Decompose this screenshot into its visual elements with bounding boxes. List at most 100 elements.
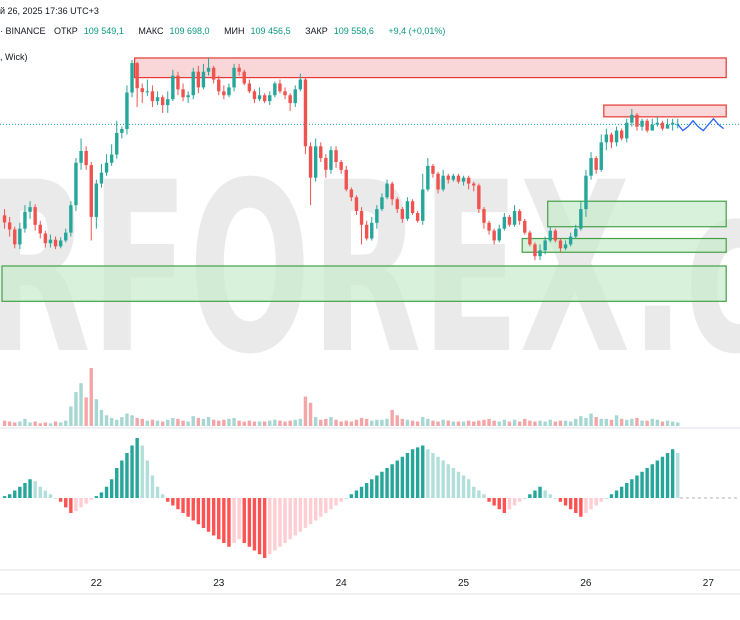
histogram-bar: [359, 486, 364, 498]
histogram-bar: [451, 468, 456, 498]
volume-bar: [262, 421, 267, 426]
candle-body: [191, 71, 195, 96]
histogram-bar: [232, 498, 236, 543]
histogram-bar: [140, 445, 144, 498]
volume-bar: [415, 421, 420, 426]
histogram-bar: [497, 498, 501, 510]
volume-bar: [385, 418, 389, 426]
volume-bar: [584, 417, 588, 426]
histogram-bar: [89, 498, 93, 500]
candle-body: [390, 183, 394, 200]
volume-bar: [150, 419, 155, 426]
volume-bar: [176, 418, 180, 426]
volume-bar: [89, 368, 93, 426]
volume-bar: [426, 418, 430, 426]
histogram-bar: [415, 447, 420, 498]
candle-body: [609, 134, 614, 143]
histogram-bar: [405, 453, 410, 498]
candle-body: [604, 134, 609, 143]
volume-bar: [324, 418, 328, 426]
candle-body: [150, 91, 155, 102]
zones: [0, 57, 740, 302]
candle-body: [523, 220, 527, 233]
candle-body: [451, 175, 456, 180]
x-tick-label: 26: [580, 578, 592, 589]
candle-body: [18, 228, 22, 245]
candle-body: [329, 150, 333, 170]
candle-body: [319, 146, 323, 159]
volume-bar: [125, 413, 129, 426]
demand-zone-2: [547, 200, 727, 228]
volume-bar: [512, 419, 517, 426]
volume-bar: [548, 419, 552, 426]
candle-body: [145, 91, 150, 93]
volume-bar: [247, 420, 252, 426]
volume-bar: [196, 417, 201, 426]
histogram-bar: [375, 475, 379, 498]
histogram-bar: [507, 498, 512, 510]
volume-bar: [390, 409, 394, 426]
candle-body: [69, 205, 73, 233]
histogram-bar: [186, 498, 190, 517]
volume-bar: [563, 420, 568, 426]
volume-bar: [313, 417, 318, 426]
volume-bar: [395, 415, 399, 426]
volume-bar: [589, 413, 593, 426]
volume-bar: [517, 421, 522, 426]
volume-bar: [619, 418, 624, 426]
candle-body: [614, 130, 619, 143]
histogram-bar: [604, 498, 609, 499]
histogram-bar: [431, 453, 435, 498]
volume-bars: [2, 368, 680, 426]
volume-bar: [160, 421, 165, 426]
volume-bar: [252, 421, 257, 426]
volume-bar: [635, 417, 639, 426]
candle-body: [33, 207, 37, 225]
histogram-bar: [461, 475, 466, 498]
candle-body: [160, 97, 165, 106]
candle-body: [48, 239, 53, 244]
time-axis: 22 23 24 25 26 27: [0, 427, 740, 595]
volume-bar: [69, 406, 73, 426]
histogram-bar: [594, 498, 598, 506]
histogram-bar: [512, 498, 517, 506]
candle-body: [579, 209, 583, 229]
volume-bar: [625, 419, 629, 426]
volume-bar: [482, 419, 486, 426]
ohlc-change: +9,4 (+0,01%): [388, 26, 446, 36]
x-tick-label: 22: [91, 578, 103, 589]
volume-bar: [533, 421, 537, 426]
volume-bar: [283, 421, 287, 426]
histogram-bar: [655, 460, 660, 498]
candle-body: [533, 244, 537, 257]
volume-bar: [339, 421, 343, 426]
candle-body: [665, 124, 670, 129]
volume-bar: [334, 419, 338, 426]
volume-bar: [74, 392, 78, 426]
histogram-bar: [354, 490, 359, 498]
volume-bar: [13, 422, 17, 426]
candle-body: [349, 189, 354, 198]
volume-bar: [303, 396, 308, 426]
candle-body: [619, 130, 624, 139]
volume-bar: [18, 421, 22, 426]
candle-body: [53, 239, 58, 247]
histogram-bar: [492, 498, 496, 506]
volume-bar: [609, 419, 614, 426]
candle-body: [415, 213, 420, 221]
forecast-line: [677, 117, 725, 132]
volume-bar: [574, 418, 578, 426]
candle-body: [135, 63, 139, 89]
volume-bar: [268, 420, 272, 426]
header-line-1: й 26, 2025 17:36 UTC+3: [0, 6, 105, 16]
candle-body: [594, 158, 598, 170]
candle-body: [558, 240, 563, 249]
volume-bar: [446, 420, 450, 426]
histogram-bar: [293, 498, 297, 536]
candle-body: [410, 201, 415, 213]
histogram-bar: [222, 498, 226, 543]
histogram-bar: [181, 498, 185, 513]
candle-body: [227, 87, 231, 96]
volume-bar: [319, 419, 323, 426]
